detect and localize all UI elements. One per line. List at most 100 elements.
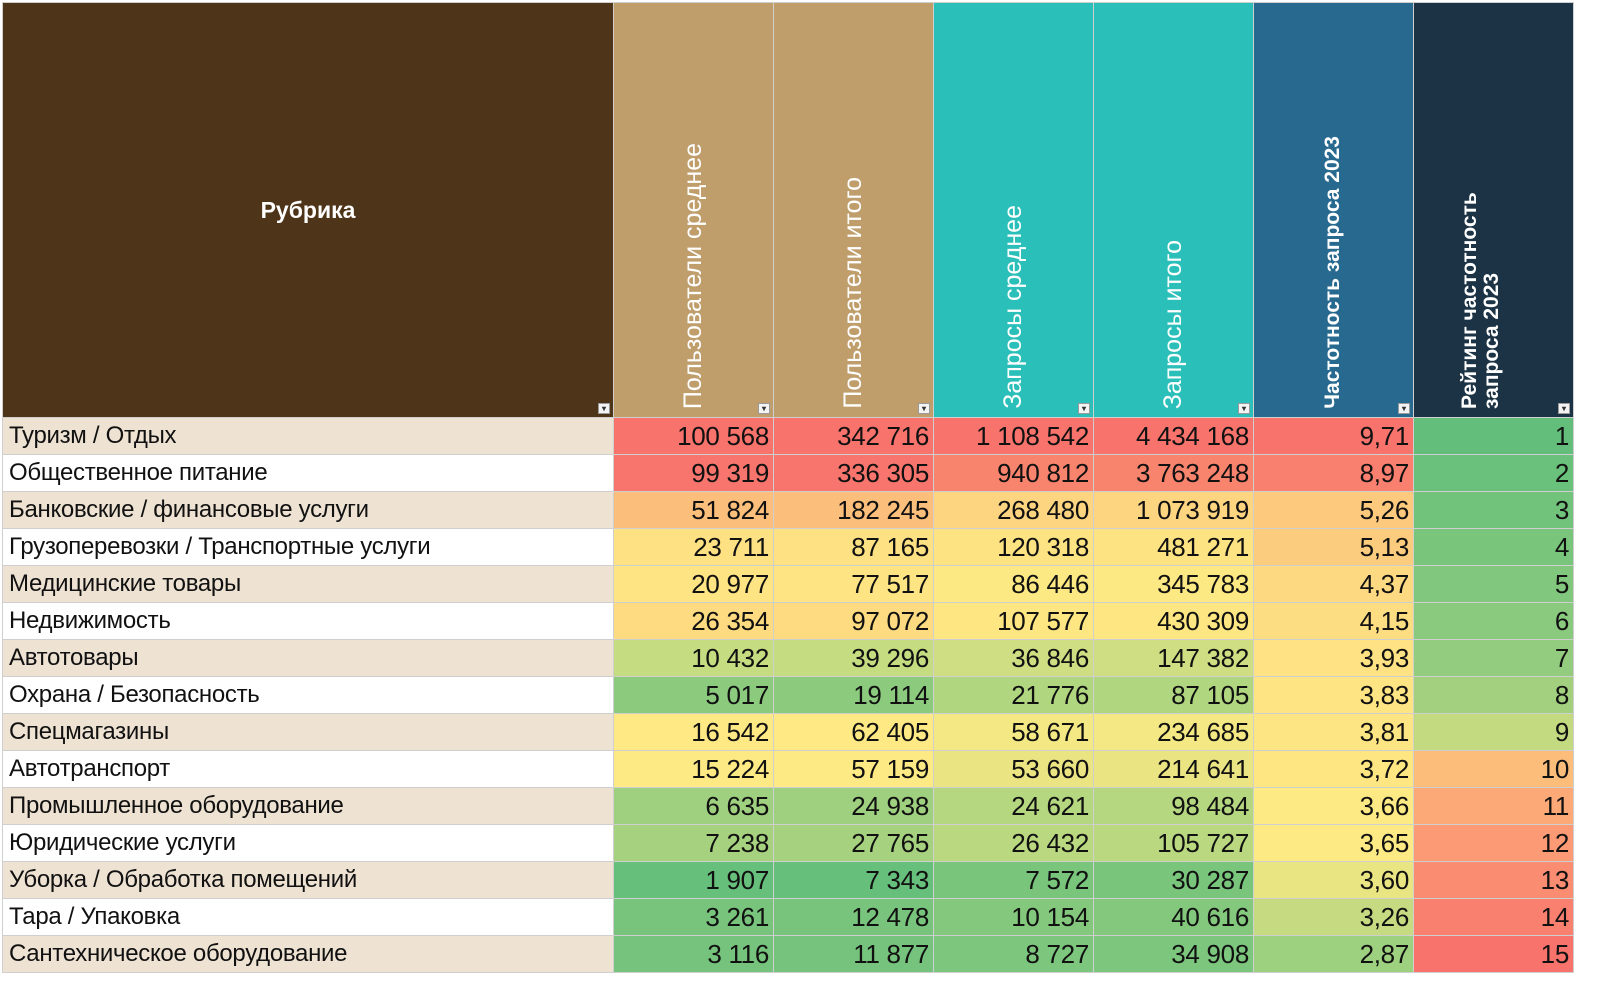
users-total-cell[interactable]: 11 877 bbox=[773, 935, 934, 973]
requests-total-cell[interactable]: 3 763 248 bbox=[1093, 454, 1254, 492]
requests-avg-cell[interactable]: 7 572 bbox=[933, 861, 1094, 899]
requests-total-cell[interactable]: 345 783 bbox=[1093, 565, 1254, 603]
frequency-cell[interactable]: 3,26 bbox=[1253, 898, 1414, 936]
rank-cell[interactable]: 6 bbox=[1413, 602, 1574, 640]
users-avg-cell[interactable]: 6 635 bbox=[613, 787, 774, 825]
frequency-cell[interactable]: 8,97 bbox=[1253, 454, 1414, 492]
users-total-cell[interactable]: 24 938 bbox=[773, 787, 934, 825]
users-total-cell[interactable]: 87 165 bbox=[773, 528, 934, 566]
rank-cell[interactable]: 8 bbox=[1413, 676, 1574, 714]
users-total-cell[interactable]: 77 517 bbox=[773, 565, 934, 603]
table-row[interactable]: Недвижимость 26 354 97 072 107 577 430 309 4,… bbox=[2, 602, 1574, 640]
rubric-cell[interactable]: Медицинские товары bbox=[2, 565, 614, 603]
users-total-cell[interactable]: 62 405 bbox=[773, 713, 934, 751]
table-row[interactable]: Автотранспорт 15 224 57 159 53 660 214 641 3,… bbox=[2, 750, 1574, 788]
table-row[interactable]: Сантехническое оборудование 3 116 11 877 8 … bbox=[2, 935, 1574, 973]
frequency-cell[interactable]: 3,65 bbox=[1253, 824, 1414, 862]
frequency-cell[interactable]: 5,13 bbox=[1253, 528, 1414, 566]
rank-cell[interactable]: 9 bbox=[1413, 713, 1574, 751]
rubric-cell[interactable]: Туризм / Отдых bbox=[2, 417, 614, 455]
users-avg-cell[interactable]: 3 261 bbox=[613, 898, 774, 936]
users-total-cell[interactable]: 182 245 bbox=[773, 491, 934, 529]
users-avg-cell[interactable]: 26 354 bbox=[613, 602, 774, 640]
requests-avg-cell[interactable]: 1 108 542 bbox=[933, 417, 1094, 455]
users-total-cell[interactable]: 342 716 bbox=[773, 417, 934, 455]
rubric-cell[interactable]: Банковские / финансовые услуги bbox=[2, 491, 614, 529]
table-row[interactable]: Уборка / Обработка помещений 1 907 7 343 7 … bbox=[2, 861, 1574, 899]
requests-total-cell[interactable]: 34 908 bbox=[1093, 935, 1254, 973]
requests-avg-cell[interactable]: 36 846 bbox=[933, 639, 1094, 677]
users-total-cell[interactable]: 7 343 bbox=[773, 861, 934, 899]
rubric-cell[interactable]: Промышленное оборудование bbox=[2, 787, 614, 825]
filter-dropdown-icon[interactable]: ▾ bbox=[1238, 403, 1250, 414]
frequency-cell[interactable]: 9,71 bbox=[1253, 417, 1414, 455]
users-total-cell[interactable]: 97 072 bbox=[773, 602, 934, 640]
users-avg-cell[interactable]: 51 824 bbox=[613, 491, 774, 529]
requests-total-cell[interactable]: 98 484 bbox=[1093, 787, 1254, 825]
users-avg-cell[interactable]: 20 977 bbox=[613, 565, 774, 603]
rubric-cell[interactable]: Спецмагазины bbox=[2, 713, 614, 751]
frequency-cell[interactable]: 3,83 bbox=[1253, 676, 1414, 714]
filter-dropdown-icon[interactable]: ▾ bbox=[1398, 403, 1410, 414]
users-avg-cell[interactable]: 1 907 bbox=[613, 861, 774, 899]
users-total-cell[interactable]: 19 114 bbox=[773, 676, 934, 714]
requests-avg-cell[interactable]: 26 432 bbox=[933, 824, 1094, 862]
filter-dropdown-icon[interactable]: ▾ bbox=[918, 403, 930, 414]
rank-cell[interactable]: 11 bbox=[1413, 787, 1574, 825]
rank-cell[interactable]: 13 bbox=[1413, 861, 1574, 899]
frequency-cell[interactable]: 5,26 bbox=[1253, 491, 1414, 529]
rubric-cell[interactable]: Юридические услуги bbox=[2, 824, 614, 862]
users-total-cell[interactable]: 27 765 bbox=[773, 824, 934, 862]
requests-total-cell[interactable]: 30 287 bbox=[1093, 861, 1254, 899]
rubric-cell[interactable]: Общественное питание bbox=[2, 454, 614, 492]
frequency-cell[interactable]: 3,60 bbox=[1253, 861, 1414, 899]
users-avg-cell[interactable]: 99 319 bbox=[613, 454, 774, 492]
requests-total-cell[interactable]: 214 641 bbox=[1093, 750, 1254, 788]
requests-avg-cell[interactable]: 268 480 bbox=[933, 491, 1094, 529]
users-total-cell[interactable]: 39 296 bbox=[773, 639, 934, 677]
filter-dropdown-icon[interactable]: ▾ bbox=[598, 403, 610, 414]
rubric-cell[interactable]: Уборка / Обработка помещений bbox=[2, 861, 614, 899]
rubric-cell[interactable]: Сантехническое оборудование bbox=[2, 935, 614, 973]
requests-total-cell[interactable]: 430 309 bbox=[1093, 602, 1254, 640]
requests-total-cell[interactable]: 105 727 bbox=[1093, 824, 1254, 862]
requests-avg-cell[interactable]: 21 776 bbox=[933, 676, 1094, 714]
frequency-cell[interactable]: 4,15 bbox=[1253, 602, 1414, 640]
users-total-cell[interactable]: 57 159 bbox=[773, 750, 934, 788]
rubric-cell[interactable]: Автотранспорт bbox=[2, 750, 614, 788]
requests-avg-cell[interactable]: 58 671 bbox=[933, 713, 1094, 751]
frequency-cell[interactable]: 3,93 bbox=[1253, 639, 1414, 677]
requests-avg-cell[interactable]: 120 318 bbox=[933, 528, 1094, 566]
requests-avg-cell[interactable]: 107 577 bbox=[933, 602, 1094, 640]
users-total-cell[interactable]: 12 478 bbox=[773, 898, 934, 936]
users-total-cell[interactable]: 336 305 bbox=[773, 454, 934, 492]
rubric-cell[interactable]: Грузоперевозки / Транспортные услуги bbox=[2, 528, 614, 566]
rubric-cell[interactable]: Тара / Упаковка bbox=[2, 898, 614, 936]
table-row[interactable]: Медицинские товары 20 977 77 517 86 446 345 … bbox=[2, 565, 1574, 603]
requests-avg-cell[interactable]: 86 446 bbox=[933, 565, 1094, 603]
rubric-cell[interactable]: Недвижимость bbox=[2, 602, 614, 640]
rank-cell[interactable]: 4 bbox=[1413, 528, 1574, 566]
table-row[interactable]: Автотовары 10 432 39 296 36 846 147 382 3,93 7 bbox=[2, 639, 1574, 677]
users-avg-cell[interactable]: 3 116 bbox=[613, 935, 774, 973]
rank-cell[interactable]: 12 bbox=[1413, 824, 1574, 862]
requests-total-cell[interactable]: 234 685 bbox=[1093, 713, 1254, 751]
table-row[interactable]: Юридические услуги 7 238 27 765 26 432 105 7… bbox=[2, 824, 1574, 862]
table-row[interactable]: Тара / Упаковка 3 261 12 478 10 154 40 616 3,… bbox=[2, 898, 1574, 936]
frequency-cell[interactable]: 3,66 bbox=[1253, 787, 1414, 825]
requests-avg-cell[interactable]: 53 660 bbox=[933, 750, 1094, 788]
filter-dropdown-icon[interactable]: ▾ bbox=[1078, 403, 1090, 414]
rank-cell[interactable]: 5 bbox=[1413, 565, 1574, 603]
users-avg-cell[interactable]: 7 238 bbox=[613, 824, 774, 862]
rank-cell[interactable]: 10 bbox=[1413, 750, 1574, 788]
users-avg-cell[interactable]: 16 542 bbox=[613, 713, 774, 751]
table-row[interactable]: Охрана / Безопасность 5 017 19 114 21 776 87… bbox=[2, 676, 1574, 714]
users-avg-cell[interactable]: 23 711 bbox=[613, 528, 774, 566]
requests-total-cell[interactable]: 147 382 bbox=[1093, 639, 1254, 677]
rubric-cell[interactable]: Охрана / Безопасность bbox=[2, 676, 614, 714]
requests-avg-cell[interactable]: 24 621 bbox=[933, 787, 1094, 825]
users-avg-cell[interactable]: 10 432 bbox=[613, 639, 774, 677]
rank-cell[interactable]: 7 bbox=[1413, 639, 1574, 677]
requests-avg-cell[interactable]: 940 812 bbox=[933, 454, 1094, 492]
requests-avg-cell[interactable]: 8 727 bbox=[933, 935, 1094, 973]
